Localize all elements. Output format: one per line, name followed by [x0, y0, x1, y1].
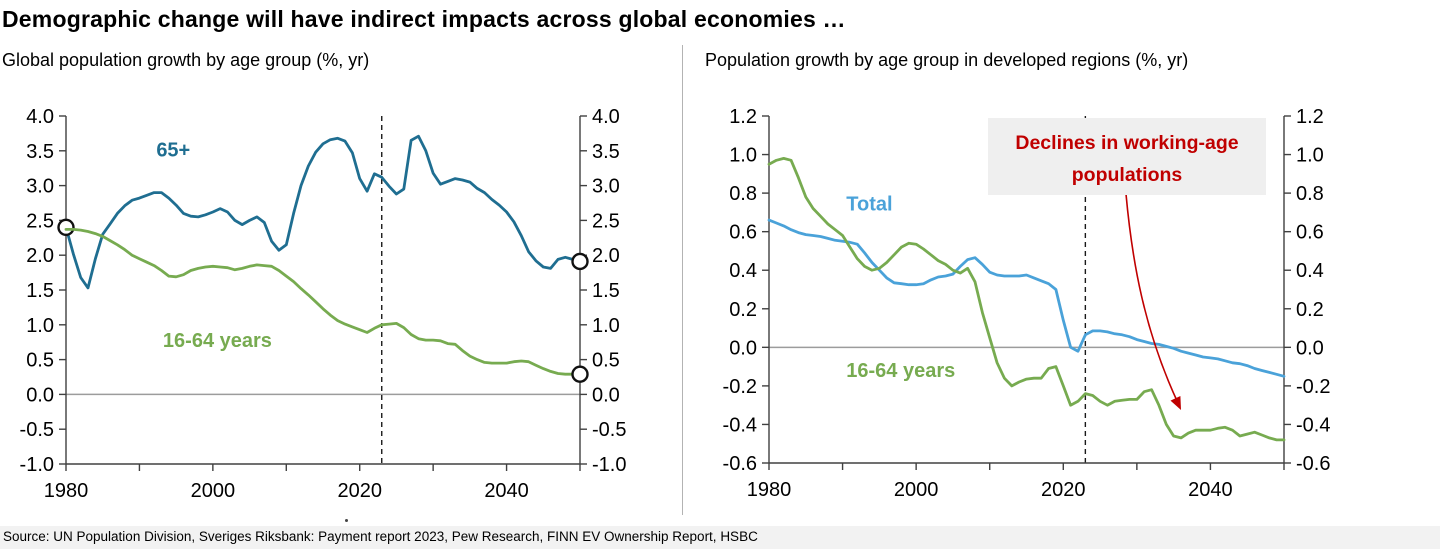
page-title: Demographic change will have indirect im…: [2, 6, 846, 32]
series-label: 16-64 years: [846, 360, 955, 382]
x-axis-label: 2040: [1188, 479, 1233, 501]
y-axis-label-right: 1.5: [592, 280, 620, 302]
end-marker-circle: [571, 365, 589, 383]
y-axis-label-left: 1.0: [26, 315, 54, 337]
chart-divider: [682, 45, 683, 515]
y-axis-label-left: 1.0: [729, 145, 757, 167]
source-text: Source: UN Population Division, Sveriges…: [3, 529, 758, 544]
y-axis-label-right: -0.4: [1296, 414, 1330, 436]
y-axis-label-left: 3.0: [26, 176, 54, 198]
annotation-line2: populations: [1071, 164, 1183, 186]
y-axis-label-right: 0.0: [592, 384, 620, 406]
y-axis-label-left: 0.8: [729, 183, 757, 205]
y-axis-label-right: 1.0: [592, 315, 620, 337]
y-axis-label-right: 4.0: [592, 106, 620, 128]
x-axis-label: 2000: [191, 480, 236, 502]
series-line-16-64-years: [64, 227, 582, 376]
y-axis-label-right: -1.0: [592, 454, 626, 476]
y-axis-label-left: -1.0: [20, 454, 54, 476]
y-axis-label-left: 0.0: [26, 384, 54, 406]
series-label: 65+: [156, 139, 190, 161]
series-label: Total: [846, 193, 892, 215]
y-axis-label-left: 3.5: [26, 141, 54, 163]
left-chart-title: Global population growth by age group (%…: [2, 50, 370, 70]
y-axis-label-left: 2.0: [26, 245, 54, 267]
series-line-total: [767, 218, 1286, 378]
y-axis-label-right: -0.5: [592, 419, 626, 441]
y-axis-label-left: 4.0: [26, 106, 54, 128]
y-axis-label-right: 3.5: [592, 141, 620, 163]
end-marker-circle: [57, 218, 75, 237]
right-chart-title: Population growth by age group in develo…: [705, 50, 1189, 70]
y-axis-label-right: -0.2: [1296, 376, 1330, 398]
y-axis-label-left: -0.6: [723, 453, 757, 475]
y-axis-label-left: 2.5: [26, 210, 54, 232]
y-axis-label-right: -0.6: [1296, 453, 1330, 475]
y-axis-label-left: -0.2: [723, 376, 757, 398]
annotation-arrow: [1125, 193, 1179, 404]
y-axis-label-right: 0.6: [1296, 222, 1324, 244]
y-axis-label-left: 0.5: [26, 350, 54, 372]
y-axis-label-right: 0.2: [1296, 299, 1324, 321]
annotation-box: Declines in working-age populations: [988, 118, 1266, 195]
annotation-arrowhead: [1170, 396, 1181, 410]
x-axis-label: 2020: [1041, 479, 1086, 501]
x-axis-label: 1980: [747, 479, 792, 501]
y-axis-label-left: -0.4: [723, 414, 757, 436]
series-label: 16-64 years: [163, 330, 272, 352]
y-axis-label-right: 3.0: [592, 176, 620, 198]
x-axis-label: 1980: [44, 480, 89, 502]
left-chart-canvas: 4.0 4.0 3.5 3.5 3.0 3.0 2.5 2.5 2.0 2.0 1.5 1.5 1.0 1…: [20, 106, 627, 502]
y-axis-label-right: 2.0: [592, 245, 620, 267]
y-axis-label-right: 1.0: [1296, 145, 1324, 167]
y-axis-label-left: -0.5: [20, 419, 54, 441]
x-axis-label: 2040: [484, 480, 529, 502]
annotation-line1: Declines in working-age: [1015, 132, 1239, 154]
y-axis-label-left: 1.5: [26, 280, 54, 302]
x-axis-label: 2020: [337, 480, 382, 502]
y-axis-label-right: 0.0: [1296, 337, 1324, 359]
y-axis-label-right: 1.2: [1296, 106, 1324, 128]
y-axis-label-left: 0.2: [729, 299, 757, 321]
artifact-dot: [345, 519, 348, 522]
series-line-65-: [64, 134, 582, 290]
y-axis-label-right: 0.5: [592, 350, 620, 372]
end-marker-circle: [571, 252, 589, 271]
y-axis-label-left: 1.2: [729, 106, 757, 128]
y-axis-label-right: 2.5: [592, 210, 620, 232]
y-axis-label-left: 0.0: [729, 337, 757, 359]
y-axis-label-right: 0.8: [1296, 183, 1324, 205]
y-axis-label-left: 0.4: [729, 260, 757, 282]
right-chart-canvas: 1.2 1.2 1.0 1.0 0.8 0.8 0.6 0.6 0.4 0.4 0.2 0.2 0.0 0…: [723, 106, 1331, 501]
y-axis-label-right: 0.4: [1296, 260, 1324, 282]
x-axis-label: 2000: [894, 479, 939, 501]
source-bar: Source: UN Population Division, Sveriges…: [0, 526, 1440, 549]
series-line-16-64-years: [767, 157, 1286, 442]
y-axis-label-left: 0.6: [729, 222, 757, 244]
